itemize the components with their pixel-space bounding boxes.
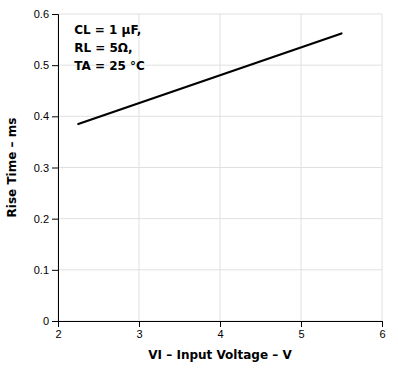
x-axis-tick-label: 3 [136, 328, 142, 340]
x-axis-tick: 2 [55, 321, 61, 340]
y-axis-tick-mark [52, 65, 58, 66]
grid-line-y [58, 167, 382, 168]
x-axis-tick-label: 4 [217, 328, 223, 340]
annotation-line: RL = 5Ω, [74, 41, 132, 55]
y-axis-tick-mark [52, 116, 58, 117]
y-axis: 0 0.1 0.2 0.3 0.4 0.5 0.6 [34, 8, 59, 327]
x-axis-tick-label: 2 [55, 328, 61, 340]
y-axis-title: Rise Time – ms [5, 118, 19, 218]
y-axis-tick-label: 0.5 [34, 59, 49, 71]
y-axis-tick-mark [52, 14, 58, 15]
annotation-line: TA = 25 °C [74, 59, 145, 73]
x-axis-tick-mark [220, 321, 221, 327]
y-axis-line [52, 15, 59, 322]
x-axis-tick: 6 [379, 321, 385, 340]
x-axis-line [59, 322, 383, 328]
y-axis-tick: 0.4 [34, 110, 58, 122]
y-axis-tick-mark [52, 219, 58, 220]
y-axis-tick: 0.3 [34, 162, 58, 174]
y-axis-tick-label: 0.1 [34, 264, 49, 276]
y-axis-tick-label: 0.4 [34, 110, 49, 122]
grid-line-y [58, 218, 382, 219]
x-axis-tick-mark [382, 321, 383, 327]
annotation: CL = 1 μF, RL = 5Ω, TA = 25 °C [74, 23, 145, 73]
y-axis-tick-label: 0 [43, 315, 49, 327]
annotation-line: CL = 1 μF, [74, 23, 141, 37]
y-axis-tick: 0.5 [34, 59, 58, 71]
grid [58, 14, 382, 321]
x-axis-title: VI – Input Voltage – V [148, 348, 292, 362]
x-axis-tick-label: 6 [379, 328, 385, 340]
y-axis-tick: 0.1 [34, 264, 58, 276]
x-axis-tick-mark [139, 321, 140, 327]
y-axis-tick: 0 [43, 315, 58, 327]
grid-line-y [58, 269, 382, 270]
x-axis-tick-mark [301, 321, 302, 327]
y-axis-tick-mark [52, 321, 58, 322]
x-axis-tick: 4 [217, 321, 223, 340]
x-axis-tick-label: 5 [298, 328, 304, 340]
y-axis-tick-label: 0.6 [34, 8, 49, 20]
grid-line-y [58, 14, 382, 15]
y-axis-tick-label: 0.3 [34, 162, 49, 174]
x-axis: 2 3 4 5 6 [55, 321, 385, 340]
chart: 2 3 4 5 6 0 0.1 0.2 0.3 0.4 0.5 0.6 CL = 1 μF, RL = 5… [0, 0, 398, 369]
y-axis-tick-mark [52, 168, 58, 169]
plot: 2 3 4 5 6 0 0.1 0.2 0.3 0.4 0.5 0.6 CL = 1 μF, RL = 5… [34, 8, 386, 340]
y-axis-tick-label: 0.2 [34, 213, 49, 225]
y-axis-tick: 0.6 [34, 8, 58, 20]
y-axis-tick: 0.2 [34, 213, 58, 225]
x-axis-tick: 3 [136, 321, 142, 340]
grid-line-y [58, 116, 382, 117]
x-axis-tick: 5 [298, 321, 304, 340]
y-axis-tick-mark [52, 270, 58, 271]
